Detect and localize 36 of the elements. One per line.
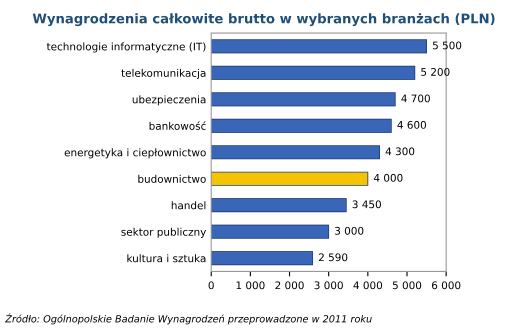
data-label: 5 200	[421, 68, 450, 76]
bar	[211, 145, 380, 160]
data-label: 2 590	[318, 253, 348, 262]
bar	[211, 198, 347, 212]
y-tick-label: bankowość	[150, 121, 206, 130]
data-label: 5 500	[432, 41, 462, 50]
x-tick-label: 5 000	[392, 281, 422, 290]
bar	[211, 66, 416, 80]
bar	[211, 224, 330, 239]
data-label: 3 000	[335, 226, 364, 235]
text: Źródło: Ogólnopolskie Badanie Wynagrodzeń przeprowadzone w 2011 roku	[5, 313, 372, 324]
bar	[211, 39, 427, 54]
x-tick-label: 6 000	[432, 281, 460, 290]
bar	[211, 118, 392, 133]
data-label: 4 000	[374, 174, 403, 182]
y-tick-label: ubezpieczenia	[132, 95, 206, 106]
chart-title: Wynagrodzenia całkowite brutto w wybranych branżach (PLN)	[32, 13, 495, 26]
y-tick-label: technologie informatyczne (IT)	[46, 42, 206, 52]
bar	[211, 92, 396, 106]
x-tick-label: 2 000	[275, 281, 304, 290]
y-tick-label: sektor publiczny	[121, 228, 206, 238]
data-label: 4 700	[401, 94, 430, 102]
data-label: 4 600	[397, 120, 426, 129]
bar	[211, 251, 314, 266]
bar	[211, 172, 368, 186]
y-tick-label: handel	[172, 201, 206, 210]
x-tick-label: 4 000	[353, 281, 382, 290]
x-tick-label: 0	[208, 281, 214, 290]
x-tick-label: 1 000	[236, 281, 265, 290]
y-tick-label: telekomunikacja	[121, 68, 206, 79]
y-tick-label: energetyka i ciepłownictwo	[64, 148, 206, 158]
x-tick-label: 3 000	[314, 281, 343, 290]
data-label: 3 450	[352, 200, 381, 208]
y-tick-label: kultura i sztuka	[127, 254, 206, 262]
data-label: 4 300	[386, 147, 414, 156]
y-tick-label: budownictwo	[138, 174, 206, 183]
